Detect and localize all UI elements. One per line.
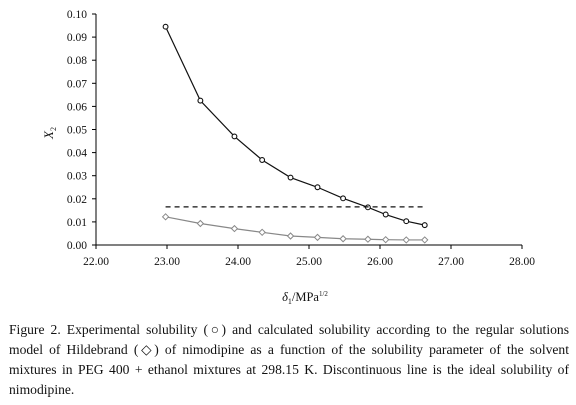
solubility-chart: 22.00 23.00 24.00 25.00 26.00 27.00 28.00 0.00… <box>41 9 535 306</box>
series-0-point <box>421 222 428 229</box>
series-1-point <box>161 213 170 221</box>
series-0-point <box>340 195 347 202</box>
x-tick-label: 26.00 <box>367 256 393 268</box>
series-0-point <box>382 211 389 218</box>
y-tick-label: 0.08 <box>67 55 87 67</box>
x-tick-label: 28.00 <box>509 256 535 268</box>
x-tick-label: 24.00 <box>225 256 251 268</box>
x-axis-ticks: 22.00 23.00 24.00 25.00 26.00 27.00 28.00 <box>83 245 535 268</box>
x-tick-label: 23.00 <box>154 256 180 268</box>
y-tick-label: 0.06 <box>67 101 87 113</box>
y-tick-label: 0.09 <box>67 32 87 44</box>
series-0-point <box>314 184 321 191</box>
figure-caption: Figure 2. Experimental solubility (○) an… <box>9 322 569 397</box>
x-axis-label: δ1/MPa1/2 <box>282 290 328 306</box>
series-1-point <box>339 235 347 243</box>
series-0-point <box>162 23 169 30</box>
series-0-line <box>165 26 425 226</box>
series-1-point <box>381 235 390 244</box>
x-tick-label: 22.00 <box>83 256 109 268</box>
series-0-point <box>259 157 266 163</box>
series-1-point <box>286 232 295 240</box>
y-axis-ticks: 0.00 0.01 0.02 0.03 0.04 0.05 0.06 0.07 0.08 0.09… <box>67 9 96 252</box>
x-tick-label: 25.00 <box>296 256 322 268</box>
series-1-point <box>258 228 266 237</box>
series-1-point <box>313 233 322 242</box>
y-tick-label: 0.10 <box>67 9 87 21</box>
series-0-point <box>197 97 204 104</box>
series-1-point <box>364 235 372 243</box>
y-tick-label: 0.05 <box>67 125 87 137</box>
series-1-point <box>230 224 239 233</box>
chart-series <box>161 23 429 244</box>
y-tick-label: 0.07 <box>67 78 87 90</box>
series-1-point <box>402 236 410 244</box>
y-tick-label: 0.00 <box>67 240 87 252</box>
series-1-point <box>421 236 429 244</box>
y-tick-label: 0.02 <box>67 194 87 206</box>
series-0-point <box>403 218 410 225</box>
y-tick-label: 0.04 <box>67 148 87 160</box>
series-1-point <box>196 219 205 228</box>
chart-axes <box>95 14 522 246</box>
y-axis-label: X2 <box>41 127 58 140</box>
series-0-point <box>287 174 294 181</box>
y-tick-label: 0.03 <box>67 171 87 183</box>
y-tick-label: 0.01 <box>67 217 87 229</box>
series-0-point <box>231 133 238 140</box>
x-tick-label: 27.00 <box>438 256 464 268</box>
